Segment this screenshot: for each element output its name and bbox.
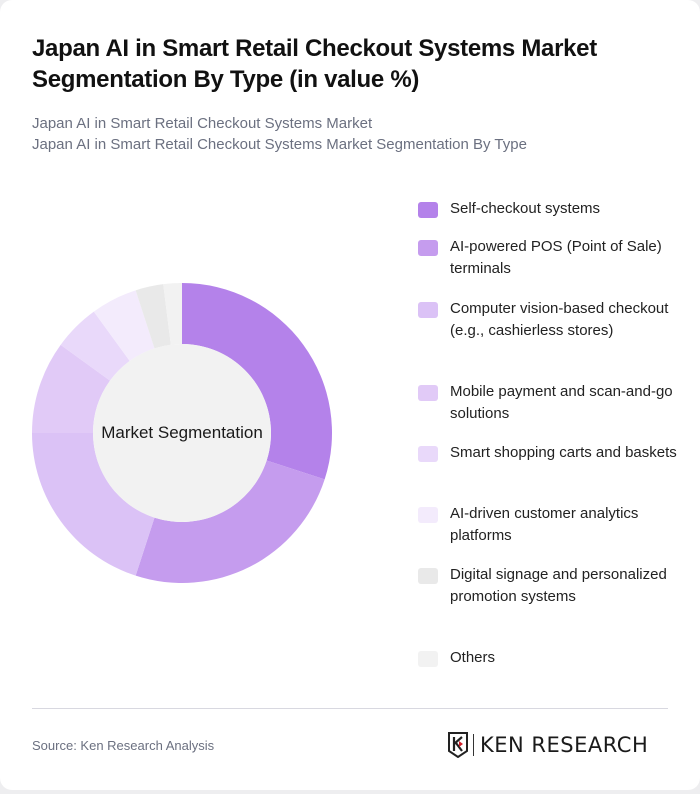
logo-separator (473, 734, 474, 756)
donut-segment (135, 284, 171, 349)
legend-label: Others (450, 649, 496, 666)
donut-segment (182, 283, 333, 480)
legend-item: AI-powered POS (Point of Sale) terminals (418, 236, 700, 280)
ken-research-logo: KEN RESEARCH (447, 732, 648, 758)
legend-label: Mobile payment and scan-and-go solutions (450, 383, 673, 422)
chart-subtitle: Japan AI in Smart Retail Checkout System… (32, 113, 672, 155)
source-note: Source: Ken Research Analysis (32, 738, 215, 753)
legend-item: Digital signage and personalized promoti… (418, 564, 700, 608)
legend-item: Mobile payment and scan-and-go solutions (418, 381, 700, 425)
footer-divider (32, 708, 668, 709)
legend-label: AI-driven customer analytics platforms (450, 505, 639, 544)
donut-segment (32, 433, 155, 576)
legend-item: Computer vision-based checkout (e.g., ca… (418, 298, 700, 342)
legend-item: Others (418, 647, 700, 669)
donut-chart (32, 283, 333, 583)
donut-segment (32, 344, 110, 433)
legend-label: Smart shopping carts and baskets (450, 444, 677, 461)
legend-swatch (418, 202, 438, 218)
legend-swatch (418, 302, 438, 318)
subtitle-line-2: Japan AI in Smart Retail Checkout System… (32, 136, 527, 153)
legend-swatch (418, 446, 438, 462)
subtitle-line-1: Japan AI in Smart Retail Checkout System… (32, 115, 373, 132)
legend-label: Computer vision-based checkout (e.g., ca… (450, 300, 669, 339)
ken-research-shield-icon (448, 732, 468, 758)
legend-swatch (418, 507, 438, 523)
donut-segment (93, 290, 155, 361)
legend-label: AI-powered POS (Point of Sale) terminals (450, 238, 662, 277)
legend-item: Self-checkout systems (418, 198, 700, 220)
chart-title: Japan AI in Smart Retail Checkout System… (32, 35, 597, 93)
legend-item: Smart shopping carts and baskets (418, 442, 700, 464)
legend-label: Digital signage and personalized promoti… (450, 566, 667, 605)
legend-swatch (418, 385, 438, 401)
donut-hole (93, 344, 271, 522)
donut-segment (135, 460, 325, 583)
legend-swatch (418, 568, 438, 584)
legend-item: AI-driven customer analytics platforms (418, 503, 700, 547)
donut-segment (163, 283, 182, 345)
logo-text: KEN RESEARCH (480, 733, 649, 757)
legend-swatch (418, 240, 438, 256)
donut-segment (60, 311, 130, 381)
legend-label: Self-checkout systems (450, 200, 601, 217)
legend-swatch (418, 651, 438, 667)
